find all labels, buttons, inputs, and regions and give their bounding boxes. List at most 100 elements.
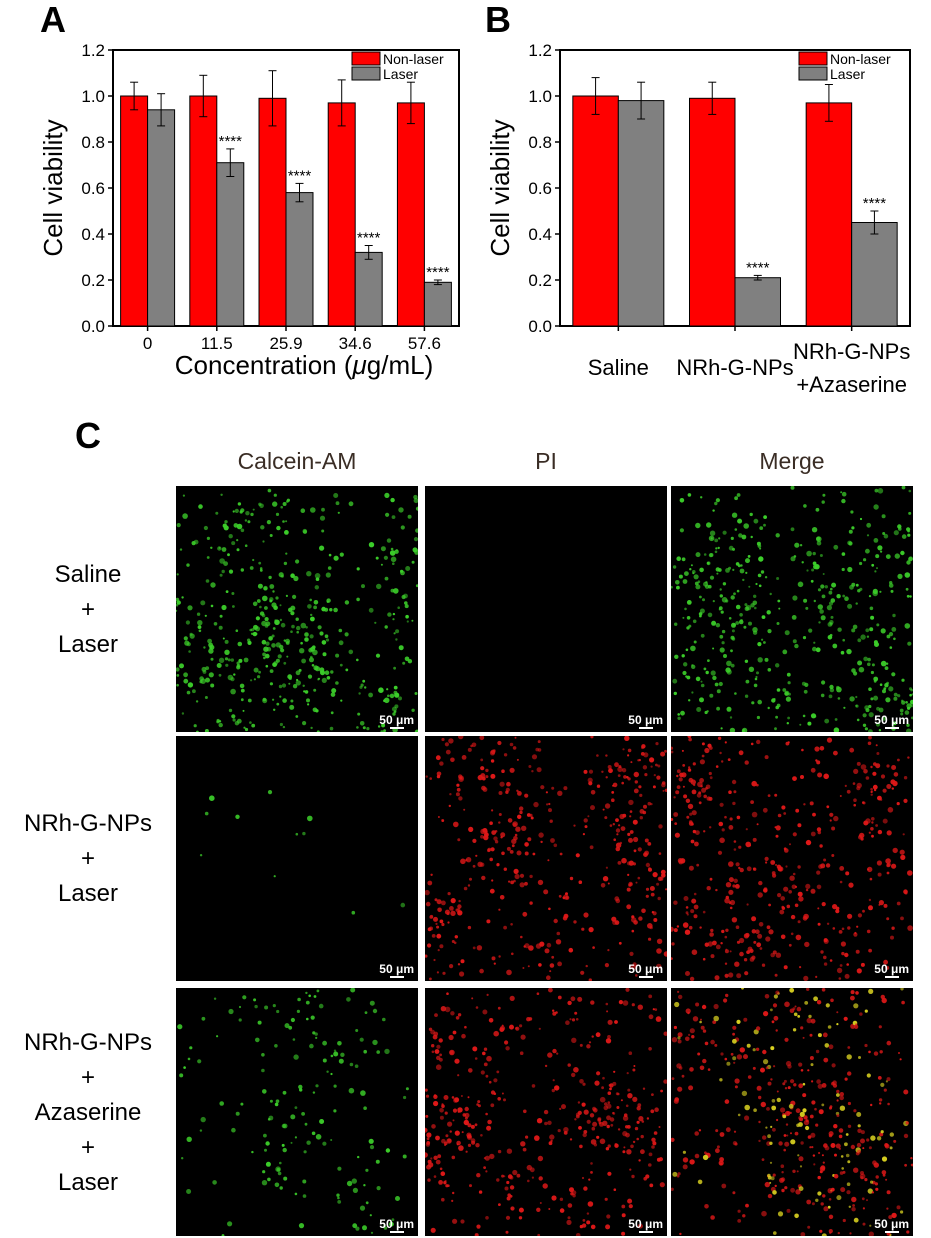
micrograph-0-1: 50 μm	[425, 486, 667, 732]
legend-label-laser: Laser	[383, 66, 418, 82]
y-tick-label: 0.8	[528, 133, 552, 152]
scale-bar-line	[638, 727, 653, 729]
micrograph-cells	[671, 486, 913, 732]
y-axis-label: Cell viability	[38, 119, 68, 256]
x-tick-label: 0	[143, 334, 152, 353]
bar-laser-0	[147, 109, 176, 327]
significance-label: ****	[357, 230, 381, 247]
y-axis-label: Cell viability	[485, 119, 515, 256]
scale-bar-label: 50 μm	[874, 962, 909, 976]
scale-bar-label: 50 μm	[628, 713, 663, 727]
micrograph-cells	[671, 988, 913, 1236]
x-tick-label: 57.6	[408, 334, 441, 353]
scale-bar: 50 μm	[379, 962, 414, 978]
bar-laser-1	[216, 162, 245, 327]
panel-label-b: B	[485, 0, 511, 40]
x-tick-label: NRh-G-NPs	[676, 355, 793, 380]
y-tick-label: 1.0	[528, 87, 552, 106]
scale-bar: 50 μm	[874, 713, 909, 729]
scale-bar-label: 50 μm	[874, 713, 909, 727]
scale-bar: 50 μm	[874, 1217, 909, 1233]
significance-label: ****	[426, 264, 450, 281]
panel-label-a: A	[40, 0, 66, 40]
scale-bar-line	[884, 976, 899, 978]
y-tick-label: 0.6	[81, 179, 105, 198]
row-label-line: NRh-G-NPs	[23, 810, 152, 837]
y-tick-label: 0.6	[528, 179, 552, 198]
bar-laser-4	[423, 281, 452, 327]
bar-laser-2	[851, 222, 898, 327]
scale-bar: 50 μm	[379, 1217, 414, 1233]
column-header-merge: Merge	[759, 448, 825, 474]
bar-chart-a: 0.0 0.2 0.4 0.6 0.8 1.0 1.2 Cell viability 0 ****…	[38, 41, 460, 380]
bar-non-laser-3	[327, 102, 356, 327]
scale-bar: 50 μm	[628, 962, 663, 978]
legend-swatch-non-laser	[798, 51, 828, 66]
y-tick-label: 0.4	[81, 225, 105, 244]
micrograph-cells	[425, 736, 667, 981]
micrograph-0-0: 50 μm	[176, 486, 418, 732]
micrograph-2-1: 50 μm	[425, 988, 667, 1236]
significance-label: ****	[288, 167, 312, 184]
legend-swatch-non-laser	[351, 51, 381, 66]
x-tick-label: 11.5	[201, 334, 233, 353]
bar-laser-1	[734, 277, 781, 327]
legend-label-non-laser: Non-laser	[383, 51, 444, 67]
micrograph-cells	[671, 736, 913, 981]
y-tick-label: 0.4	[528, 225, 552, 244]
y-tick-label: 0.0	[81, 317, 105, 336]
scale-bar-label: 50 μm	[379, 713, 414, 727]
row-label-line: Laser	[57, 1168, 119, 1196]
bar-laser-2	[285, 192, 314, 327]
row-label-1: NRh-G-NPs + Laser	[0, 806, 176, 911]
micrograph-1-0: 50 μm	[176, 736, 418, 981]
row-label-line: +	[80, 1063, 95, 1091]
column-header-pi: PI	[535, 448, 557, 474]
scale-bar-line	[638, 1231, 653, 1233]
micrograph-cells	[199, 790, 406, 915]
row-label-line: +	[80, 595, 95, 623]
scale-bar-label: 50 μm	[379, 962, 414, 976]
significance-label: ****	[219, 133, 243, 150]
y-tick-label: 0.8	[81, 133, 105, 152]
y-tick-label: 1.0	[81, 87, 105, 106]
scale-bar-line	[389, 727, 404, 729]
micrograph-cells	[176, 488, 418, 732]
row-label-line: NRh-G-NPs	[23, 1028, 152, 1056]
micrograph-1-2: 50 μm	[671, 736, 913, 981]
micrograph-2-0: 50 μm	[176, 988, 418, 1236]
x-tick-label: NRh-G-NPs	[793, 339, 910, 364]
scale-bar-line	[389, 976, 404, 978]
legend-swatch-laser	[351, 66, 381, 81]
x-tick-label: 25.9	[269, 334, 302, 353]
scale-bar-label: 50 μm	[628, 1217, 663, 1231]
x-tick-label: +Azaserine	[796, 372, 907, 397]
row-label-line: +	[80, 845, 95, 872]
bar-laser-3	[354, 251, 383, 327]
scale-bar-line	[884, 1231, 899, 1233]
column-header-calcein: Calcein-AM	[237, 448, 357, 474]
y-tick-label: 1.2	[528, 41, 552, 60]
bar-laser-0	[617, 100, 665, 327]
bar-non-laser-4	[396, 102, 425, 327]
legend-label-laser: Laser	[830, 66, 865, 82]
micrograph-cells	[177, 988, 409, 1236]
row-label-line: Saline	[54, 560, 122, 588]
x-tick-label: 34.6	[339, 334, 372, 353]
bar-non-laser-0	[120, 95, 149, 327]
bar-non-laser-0	[572, 95, 619, 327]
micrograph-0-2: 50 μm	[671, 486, 913, 732]
scale-bar-label: 50 μm	[628, 962, 663, 976]
scale-bar-line	[638, 976, 653, 978]
micrograph-2-2: 50 μm	[671, 988, 913, 1236]
panel-label-c: C	[75, 415, 101, 456]
row-label-line: +	[80, 1133, 95, 1161]
y-tick-label: 1.2	[81, 41, 105, 60]
row-label-0: Saline + Laser	[0, 557, 176, 662]
bar-non-laser-2	[258, 97, 287, 327]
legend-swatch-laser	[798, 66, 828, 81]
scale-bar: 50 μm	[628, 713, 663, 729]
row-label-line: Azaserine	[34, 1098, 142, 1126]
significance-label: ****	[746, 259, 770, 276]
bar-non-laser-1	[689, 97, 736, 327]
